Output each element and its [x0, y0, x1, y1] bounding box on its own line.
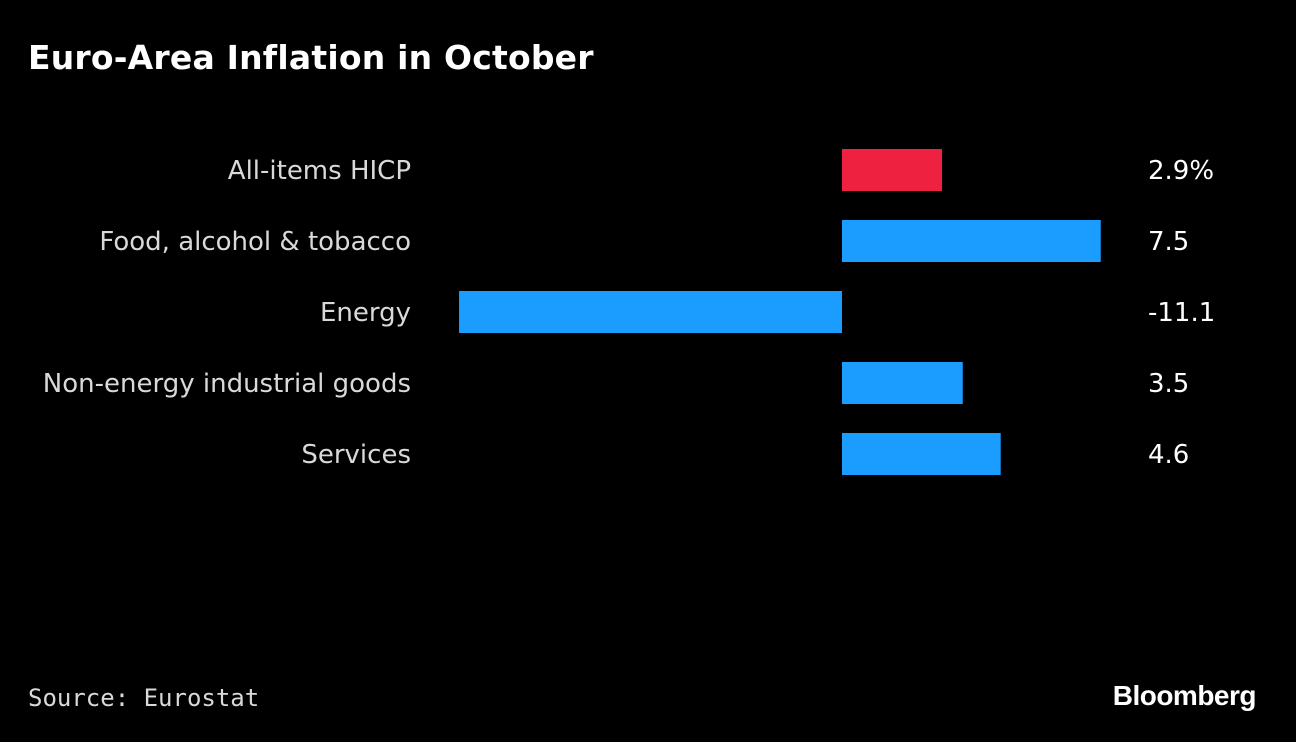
bar — [459, 291, 842, 333]
value-labels: 2.9% 7.5 -11.1 3.5 4.6 — [1148, 156, 1215, 470]
value-label: 4.6 — [1148, 440, 1189, 470]
bar — [842, 149, 943, 191]
category-label: Non-energy industrial goods — [43, 369, 411, 399]
bar — [842, 433, 1001, 475]
bar — [842, 220, 1101, 262]
value-label: 7.5 — [1148, 227, 1189, 257]
bars — [459, 149, 1101, 475]
bar — [842, 362, 963, 404]
category-label: Energy — [320, 298, 411, 328]
value-label: 2.9% — [1148, 156, 1214, 186]
category-labels: All-items HICP Food, alcohol & tobacco Ene… — [43, 156, 411, 470]
value-label: 3.5 — [1148, 369, 1189, 399]
category-label: Food, alcohol & tobacco — [99, 227, 411, 257]
value-label: -11.1 — [1148, 298, 1215, 328]
source-note: Source: Eurostat — [28, 684, 260, 712]
bloomberg-logo: Bloomberg — [1112, 680, 1257, 711]
chart-title: Euro-Area Inflation in October — [28, 38, 594, 77]
category-label: All-items HICP — [228, 156, 411, 186]
category-label: Services — [301, 440, 411, 470]
